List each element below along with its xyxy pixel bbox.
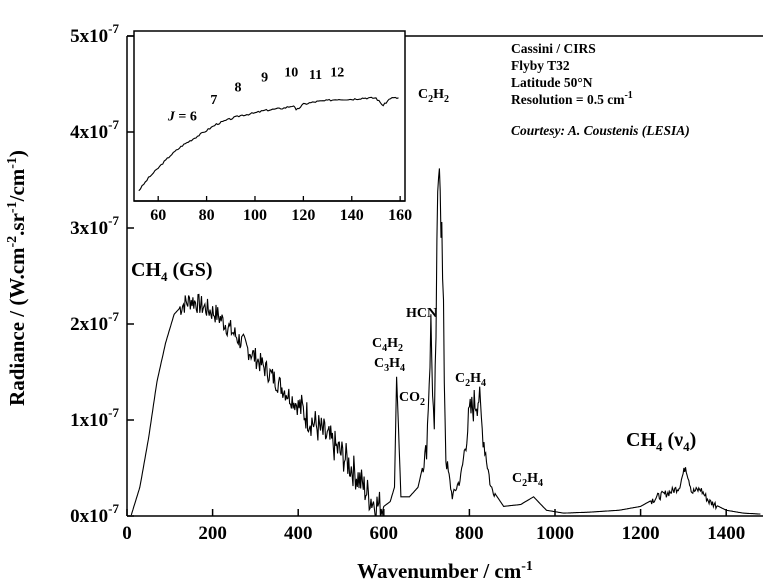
inset-x-tick-label: 140 <box>340 207 364 224</box>
label-co2: CO2 <box>399 390 425 408</box>
inset-x-tick-label: 160 <box>388 207 412 224</box>
label-c2h2: C2H2 <box>418 87 449 105</box>
x-tick-label: 200 <box>198 523 227 544</box>
x-tick-label: 1200 <box>622 523 660 544</box>
x-tick-label: 1400 <box>707 523 745 544</box>
info-line-flyby: Flyby T32 <box>511 58 570 73</box>
x-tick-label: 400 <box>284 523 313 544</box>
inset-x-tick-label: 120 <box>291 207 315 224</box>
inset-j-labels: J = 6 7 8 9 10 11 12 <box>167 66 344 125</box>
y-axis-ticks: 0x10-7 1x10-7 2x10-7 3x10-7 4x10-7 5x10-7 <box>70 21 134 527</box>
inset-panel: 60 80 100 120 140 160 J = 6 7 8 9 10 11 12 <box>133 30 412 224</box>
x-tick-label: 0 <box>122 523 132 544</box>
x-axis-ticks: 0 200 400 600 800 1000 1200 1400 <box>122 509 745 544</box>
inset-x-tick-label: 100 <box>243 207 267 224</box>
inset-j-label: 11 <box>309 68 322 83</box>
inset-j-label: 7 <box>210 93 217 108</box>
label-c2h4-small: C2H4 <box>512 471 543 489</box>
info-line-instrument: Cassini / CIRS <box>511 41 596 56</box>
inset-j-label: 9 <box>261 71 268 86</box>
inset-x-ticks: 60 80 100 120 140 160 <box>150 196 412 224</box>
inset-j-label: 12 <box>330 66 344 81</box>
x-tick-label: 1000 <box>536 523 574 544</box>
courtesy-note: Courtesy: A. Coustenis (LESIA) <box>511 123 690 138</box>
inset-x-tick-label: 80 <box>199 207 215 224</box>
label-c2h4-main: C2H4 <box>455 371 486 389</box>
y-axis-title: Radiance / (W.cm-2.sr-1/cm-1) <box>5 150 29 406</box>
x-axis-title-sup: -1 <box>521 559 533 574</box>
label-ch4-v4: CH4 (ν4) <box>626 429 696 454</box>
label-c3h4: C3H4 <box>374 356 405 374</box>
info-line-latitude: Latitude 50°N <box>511 75 593 90</box>
y-tick-label: 3x10-7 <box>70 213 119 239</box>
y-tick-label: 2x10-7 <box>70 309 119 335</box>
x-tick-label: 600 <box>370 523 399 544</box>
inset-j-label: 10 <box>284 66 298 81</box>
label-hcn: HCN <box>406 306 437 321</box>
inset-j-label: 8 <box>235 81 242 96</box>
y-tick-label: 1x10-7 <box>70 405 119 431</box>
spectrum-series-line <box>130 168 761 517</box>
y-tick-label: 0x10-7 <box>70 501 119 527</box>
y-tick-label: 5x10-7 <box>70 21 119 47</box>
inset-x-tick-label: 60 <box>150 207 166 224</box>
x-axis-title: Wavenumber / cm-1 <box>357 559 533 582</box>
label-ch4-gs: CH4 (GS) <box>131 259 213 284</box>
inset-frame <box>133 30 406 202</box>
info-line-resolution: Resolution = 0.5 cm-1 <box>511 90 633 107</box>
x-tick-label: 800 <box>455 523 484 544</box>
inset-j-label: J = 6 <box>167 109 197 124</box>
y-tick-label: 4x10-7 <box>70 117 119 143</box>
inset-series-line <box>138 96 399 192</box>
label-c4h2: C4H2 <box>372 336 403 354</box>
